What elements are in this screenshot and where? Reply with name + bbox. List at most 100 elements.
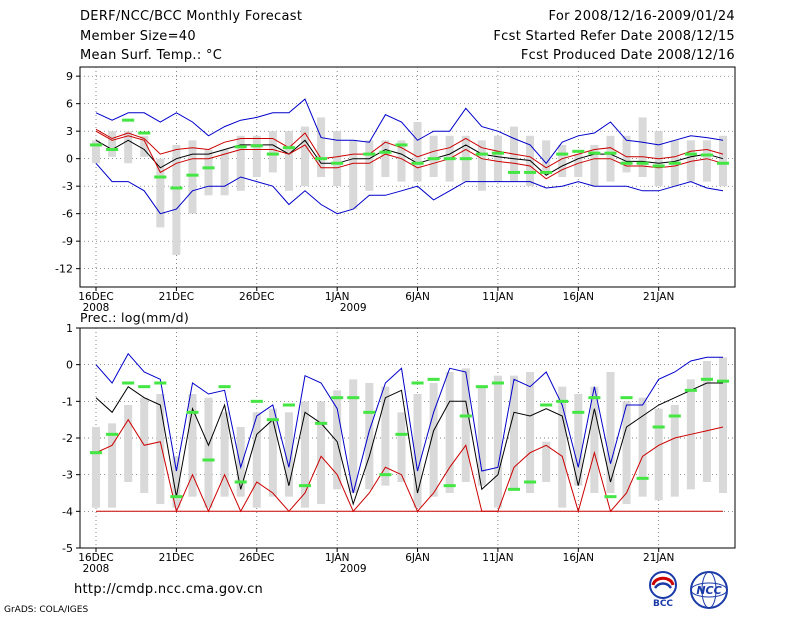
prec-ensemble-box [574,394,583,486]
temp-ensemble-box [622,135,631,173]
prec-ensemble-box [284,412,293,497]
forecast-start-date: Fcst Started Refer Date 2008/12/15 [493,29,735,44]
temp-obs-marker [202,166,215,170]
temp-ensemble-box [429,135,438,177]
member-size: Member Size=40 [80,29,196,44]
temp-xtick-label: 21DEC [159,291,194,303]
forecast-produced-date: Fcst Produced Date 2008/12/16 [520,48,735,63]
prec-obs-marker [202,458,215,462]
prec-obs-marker [379,473,392,477]
temp-ensemble-box [349,140,358,210]
prec-obs-marker [716,379,730,383]
prec-obs-marker [266,418,279,422]
prec-ensemble-box [638,397,647,497]
forecast-period: For 2008/12/16-2009/01/24 [548,9,735,24]
prec-ensemble-box [156,394,165,504]
temp-ensemble-box [140,135,149,157]
prec-obs-marker [154,381,167,385]
temp-xtick-label: 16DEC [78,291,113,303]
temp-xtick-label: 11JAN [482,291,513,303]
prec-ensemble-box [445,372,454,493]
temp-obs-marker [652,164,665,168]
prec-ensemble-box [654,408,663,501]
temp-ytick-label: 6 [66,98,73,111]
prec-ensemble-box [429,383,438,497]
prec-ensemble-box [493,375,502,508]
bcc-logo-text: BCC [653,599,673,608]
temp-obs-marker [363,152,376,156]
temp-ensemble-box [156,158,165,228]
prec-obs-marker [138,385,151,389]
prec-obs-marker [89,451,103,455]
prec-ytick-label: 1 [66,322,73,335]
prec-obs-marker [700,377,713,381]
temp-xtick-label: 1JAN [325,291,350,303]
prec-obs-marker [652,425,665,429]
prec-subtitle: Prec.: log(mm/d) [80,310,189,325]
prec-xtick-label: 21JAN [643,552,674,564]
prec-ensemble-box [365,383,374,490]
prec-obs-marker [668,414,681,418]
temp-ensemble-box [477,140,486,191]
temp-obs-marker [572,149,585,153]
temp-ensemble-box [397,140,406,182]
temp-obs-marker [138,131,151,135]
prec-obs-marker [106,432,119,436]
prec-xtick-label: 1JAN [325,552,350,564]
temp-ensemble-box [108,131,117,157]
prec-obs-marker [250,399,263,403]
temp-obs-marker [154,175,167,179]
temp-obs-marker [700,153,713,157]
prec-ensemble-box [702,361,711,482]
temp-ensemble-box [172,144,181,255]
temp-obs-marker [443,157,456,161]
temp-xtick-label: 16JAN [563,291,594,303]
temp-obs-marker [122,118,135,122]
temp-ytick-label: -12 [55,263,73,276]
temp-obs-marker [684,152,697,156]
prec-ensemble-box [124,405,133,482]
temp-ensemble-box [381,140,390,177]
prec-ensemble-box [204,397,213,508]
temp-ensemble-box [413,122,422,182]
prec-ensemble-box [397,412,406,482]
prec-obs-marker [218,385,231,389]
prec-obs-marker [572,410,585,414]
prec-ensemble-box [461,368,470,482]
prec-ensemble-box [509,375,519,490]
temp-obs-marker [395,143,408,147]
ncc-logo: NCC [688,570,730,614]
prec-year-label: 2008 [83,563,110,575]
prec-obs-marker [491,381,504,385]
temp-obs-marker [186,173,199,177]
prec-ensemble-box [91,427,101,508]
prec-xtick-label: 26DEC [239,552,274,564]
temp-obs-marker [89,143,103,147]
prec-obs-marker [395,432,408,436]
prec-ensemble-box [381,386,390,486]
temp-series-min [95,130,724,180]
prec-ensemble-box [252,412,261,508]
ncc-logo-text: NCC [696,584,721,597]
temp-obs-marker [540,170,553,174]
prec-ytick-label: -3 [62,469,73,482]
prec-ensemble-box [542,441,551,482]
temp-ensemble-box [638,117,647,177]
prec-obs-marker [684,388,697,392]
temp-obs-marker [588,151,601,155]
prec-ensemble-box [477,386,486,486]
prec-obs-marker [315,421,328,425]
prec-ensemble-box [622,401,631,504]
prec-series-min [95,418,724,514]
temp-obs-marker [411,161,424,165]
temp-ensemble-box [300,126,310,187]
variable-label: Mean Surf. Temp.: °C [80,48,223,63]
temp-ensemble-box [188,140,197,214]
temp-obs-marker [106,148,119,151]
temp-ensemble-box [91,140,101,164]
prec-obs-marker [524,480,537,484]
prec-obs-marker [443,484,456,488]
temp-obs-marker [315,157,328,161]
footer-url[interactable]: http://cmdp.ncc.cma.gov.cn [74,582,264,597]
